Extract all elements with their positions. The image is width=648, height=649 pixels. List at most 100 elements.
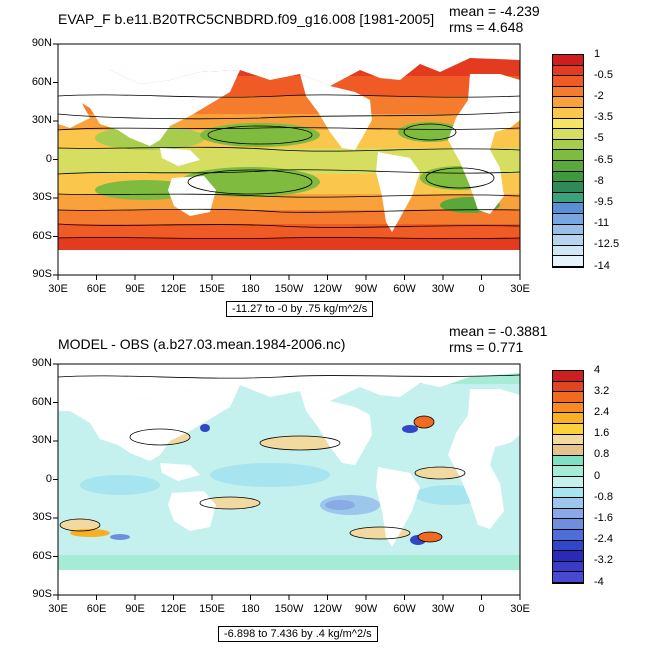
longitude-label: 60E [86,603,107,615]
latitude-label: 60N [31,75,52,88]
colorbar-segment [553,86,583,98]
longitude-label: 0 [478,603,485,615]
colorbar-segment [553,192,583,204]
longitude-label: 120W [313,603,342,615]
colorbar-segment [553,76,583,87]
colorbar-label: 3.2 [594,384,610,397]
colorbar-segment [553,572,583,583]
longitude-label: 120W [313,283,342,295]
colorbar-label: -3.2 [594,554,613,567]
colorbar-label: -1.6 [594,512,613,524]
colorbar-segment [553,530,583,541]
colorbar-segment [553,540,583,552]
colorbar-label: -11 [594,217,610,230]
longitude-label: 90W [354,283,378,295]
longitude-label: 120E [160,283,187,295]
colorbar-segment [553,508,583,520]
colorbar-segment [553,413,583,424]
colorbar-segment [553,97,583,108]
colorbar-segment [553,171,583,183]
latitude-label: 30S [32,511,52,523]
colorbar-label: -0.5 [594,68,613,81]
latitude-label: 60N [31,395,52,408]
colorbar-segment [553,182,583,193]
colorbar-segment [553,402,583,414]
colorbar-segment [553,139,583,151]
evap-map-panel: EVAP_F b.e11.B20TRC5CNBDRD.f09_g16.008 [… [31,3,620,317]
colorbar-label: 4 [594,363,601,376]
longitude-label: 150E [199,283,225,295]
difference-map-panel: MODEL - OBS (a.b27.03.mean.1984-2006.nc)… [0,323,648,649]
colorbar-segment [553,392,583,403]
longitude-label: 30E [48,603,68,615]
latitude-label: 90N [31,357,52,369]
colorbar-label: 0.8 [594,448,610,461]
latitude-label: 60S [32,229,52,242]
map-title: MODEL - OBS (a.b27.03.mean.1984-2006.nc) [58,336,346,352]
colorbar-segment [553,519,583,530]
difference-map [53,363,521,600]
colorbar-segment [553,455,583,467]
colorbar-segment [553,224,583,236]
latitude-label: 90S [32,588,52,600]
latitude-label: 0 [45,152,52,165]
longitude-label: 150E [199,603,225,615]
colorbar-segment [553,150,583,161]
colorbar-label: -12.5 [594,238,620,251]
latitude-label: 0 [45,472,52,485]
colorbar-segment [553,214,583,225]
longitude-label: 0 [478,283,485,295]
colorbar-label: -9.5 [594,196,613,208]
longitude-label: 90W [354,603,378,615]
latitude-label: 90S [32,268,52,280]
latitude-label: 60S [32,549,52,562]
evap-map [53,43,521,280]
longitude-label: 180 [241,603,260,615]
colorbar-segment [553,434,583,446]
colorbar-label: -6.5 [594,153,613,166]
colorbar-segment [553,381,583,393]
longitude-label: 150W [274,603,304,615]
colorbar-segment [553,55,583,66]
longitude-label: 60W [393,603,416,615]
colorbar-segment [553,256,583,267]
colorbar-label: -5 [594,132,604,145]
longitude-label: 90E [125,603,145,615]
contour-info-box: -6.898 to 7.436 by .4 kg/m^2/s [218,626,378,642]
latitude-label: 30N [31,114,52,126]
colorbar-label: 1.6 [594,427,610,440]
contour-info-box: -11.27 to -0 by .75 kg/m^2/s [226,301,374,317]
longitude-label: 180 [241,283,260,295]
longitude-label: 60E [86,283,107,295]
mean-value: mean = -0.3881 [449,323,548,339]
longitude-label: 30E [48,283,68,295]
longitude-label: 30E [510,603,530,615]
colorbar-segment [553,424,583,435]
rms-value: rms = 0.771 [449,339,524,355]
colorbar-label: -2 [594,90,604,102]
colorbar-segment [553,245,583,257]
latitude-label: 90N [31,37,52,49]
colorbar-segment [553,477,583,488]
colorbar-segment [553,487,583,499]
colorbar-segment [553,65,583,77]
map-title: EVAP_F b.e11.B20TRC5CNBDRD.f09_g16.008 [… [58,11,435,27]
colorbar-label: -2.4 [594,533,613,546]
longitude-label: 150W [274,283,304,295]
colorbar-segment [553,445,583,456]
colorbar-label: 2.4 [594,406,610,418]
colorbar [552,370,584,584]
longitude-label: 120E [160,603,187,615]
colorbar-label: -3.5 [594,111,613,124]
colorbar-label: 1 [594,47,601,60]
colorbar-label: -8 [594,174,604,187]
longitude-label: 30W [431,283,455,295]
colorbar-segment [553,371,583,382]
colorbar-segment [553,561,583,573]
mean-value: mean = -4.239 [449,3,540,19]
rms-value: rms = 4.648 [449,19,524,35]
colorbar [552,54,584,268]
colorbar-label: 0 [594,469,601,482]
colorbar-segment [553,108,583,119]
colorbar-segment [553,466,583,477]
